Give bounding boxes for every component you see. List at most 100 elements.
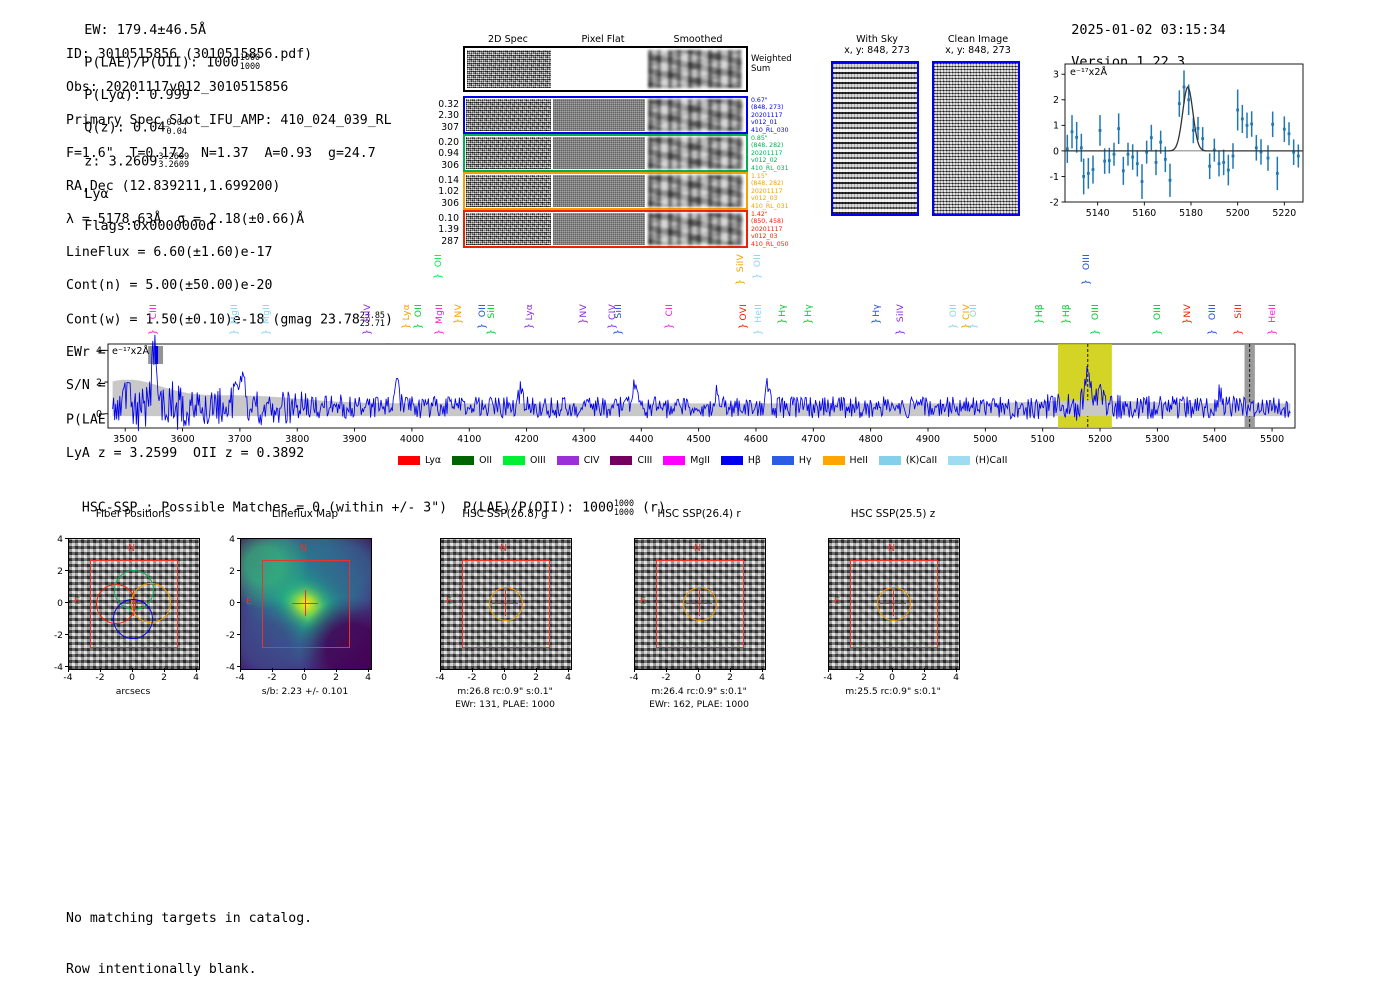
clean-image-image bbox=[932, 61, 1020, 216]
emission-line-label: OII bbox=[948, 304, 960, 318]
cutout-xtick: -4 bbox=[63, 672, 73, 683]
svg-text:5160: 5160 bbox=[1132, 208, 1156, 219]
fiber-smoothed-image bbox=[648, 213, 743, 245]
emission-line-label: SiII bbox=[486, 304, 498, 319]
svg-text:5300: 5300 bbox=[1145, 434, 1169, 445]
cutout-fov-box-2 bbox=[462, 560, 550, 648]
emission-line-label: Hγ bbox=[776, 304, 788, 317]
cutout-ytick-mark bbox=[236, 634, 240, 635]
cutout-xtick: -2 bbox=[855, 672, 865, 683]
cutout-xtick-mark bbox=[634, 668, 635, 672]
cutout-xtick: 4 bbox=[759, 672, 765, 683]
svg-text:0: 0 bbox=[1053, 146, 1059, 157]
cutout-title-0: Fiber Positions bbox=[95, 508, 171, 520]
emission-line-bracket: } bbox=[1080, 278, 1092, 285]
header-plae-label: P(LAE)/P(OII): 1000 bbox=[84, 54, 239, 71]
legend-label: CIV bbox=[583, 455, 600, 466]
cutout-xtick-mark bbox=[472, 668, 473, 672]
cutout-xtick: -2 bbox=[467, 672, 477, 683]
footer-line-2: Row intentionally blank. bbox=[66, 962, 257, 977]
cutout-ytick: -4 bbox=[225, 662, 235, 673]
with-sky-panel: With Sky x, y: 848, 273 bbox=[827, 34, 927, 216]
weighted-sum-smoothed-image bbox=[648, 50, 742, 88]
compass-north-3: N bbox=[694, 543, 702, 554]
cutout-ytick: 2 bbox=[57, 566, 63, 577]
fiber-meta-0: 0.67" (848, 273) 20201117 v012_01 410_RL… bbox=[751, 97, 789, 134]
legend-swatch bbox=[556, 456, 579, 465]
cutout-ytick-mark bbox=[236, 602, 240, 603]
cutout-sub1-4: m:25.5 rc:0.9" s:0.1" bbox=[845, 686, 941, 697]
emission-line-bracket: } bbox=[1182, 317, 1194, 325]
cutout-sub2-3: EWr: 162, PLAE: 1000 bbox=[649, 699, 749, 710]
header-datetime: 2025-01-02 03:15:34 bbox=[1071, 22, 1226, 38]
info-seeing: F=1.6" T=0.172 N=1.37 A=0.93 g=24.7 bbox=[66, 145, 376, 161]
weighted-sum-row bbox=[463, 46, 748, 92]
emission-line-bracket: } bbox=[753, 328, 765, 335]
cutout-xtick: -2 bbox=[267, 672, 277, 683]
fiber-pixelflat-image bbox=[553, 99, 645, 131]
cutout-xtick-mark bbox=[762, 668, 763, 672]
emission-line-label: SiII bbox=[1232, 304, 1244, 319]
emission-line-bracket: } bbox=[1061, 317, 1073, 325]
emission-line-label: Lyα bbox=[401, 304, 413, 321]
emission-line-label: SiIV bbox=[895, 304, 907, 323]
emission-line-bracket: } bbox=[1232, 328, 1244, 335]
svg-text:4300: 4300 bbox=[572, 434, 596, 445]
cutout-xtick: 2 bbox=[727, 672, 733, 683]
emission-line-bracket: } bbox=[229, 328, 241, 335]
legend-swatch bbox=[948, 456, 971, 465]
photometry-aperture-circle bbox=[683, 587, 717, 621]
fiber-pixelflat-image bbox=[553, 175, 645, 207]
fiber-meta-1: 0.85" (848, 282) 20201117 v012_02 410_RL… bbox=[751, 135, 789, 172]
emission-line-label: SiII bbox=[613, 304, 625, 319]
legend-label: CIII bbox=[637, 455, 653, 466]
legend-label: OII bbox=[479, 455, 493, 466]
svg-text:-1: -1 bbox=[1050, 172, 1059, 183]
svg-text:5200: 5200 bbox=[1088, 434, 1112, 445]
emission-line-label: NV bbox=[452, 304, 464, 318]
emission-line-bracket: } bbox=[1033, 317, 1045, 325]
fiber-stats-1: 0.20 0.94 306 bbox=[438, 137, 459, 171]
svg-text:5180: 5180 bbox=[1179, 208, 1203, 219]
svg-text:e⁻¹⁷x2Å: e⁻¹⁷x2Å bbox=[1070, 65, 1107, 78]
cutout-xtick-mark bbox=[240, 668, 241, 672]
emission-line-label: NV bbox=[1182, 304, 1194, 318]
hsc-heading-lo: 1000 bbox=[613, 506, 635, 517]
legend-label: (K)CaII bbox=[905, 455, 938, 466]
cutout-xtick: 0 bbox=[889, 672, 895, 683]
cutout-ytick: 4 bbox=[57, 534, 63, 545]
info-cont-n: Cont(n) = 5.00(±50.00)e-20 bbox=[66, 277, 273, 293]
compass-east-3: E bbox=[640, 596, 647, 607]
emission-line-labels: CIII} MgII} MgII} SiIV} Lyα} OII} MgII} OII} NV}… bbox=[86, 254, 1301, 354]
cutout-xlabel-0: arcsecs bbox=[115, 686, 151, 697]
cutout-ytick-mark bbox=[64, 634, 68, 635]
weighted-sum-pixelflat-image bbox=[553, 50, 645, 88]
info-lineflux: LineFlux = 6.60(±1.60)e-17 bbox=[66, 244, 273, 260]
header-plae-hi: 1000 bbox=[239, 53, 261, 63]
svg-text:5220: 5220 bbox=[1272, 208, 1296, 219]
svg-text:3800: 3800 bbox=[285, 434, 309, 445]
legend-label: Lyα bbox=[425, 455, 442, 466]
cutout-xtick-mark bbox=[272, 668, 273, 672]
cutout-xtick: 2 bbox=[333, 672, 339, 683]
footer-line-1: No matching targets in catalog. bbox=[66, 911, 313, 926]
cutout-title-1: Lineflux Map bbox=[271, 508, 339, 520]
emission-line-bracket: } bbox=[1267, 328, 1279, 335]
legend-swatch bbox=[452, 456, 475, 465]
cutout-xtick: 4 bbox=[565, 672, 571, 683]
crosshair-v-1 bbox=[304, 590, 306, 616]
compass-east-1: E bbox=[246, 596, 253, 607]
emission-line-bracket: } bbox=[147, 328, 159, 335]
fiber-2dspec-image bbox=[466, 175, 551, 207]
cutout-title-4: HSC SSP(25.5) z bbox=[850, 508, 936, 520]
cutout-sub1-2: m:26.8 rc:0.9" s:0.1" bbox=[457, 686, 553, 697]
emission-line-label: MgII bbox=[260, 304, 272, 324]
cutout-xtick: 4 bbox=[193, 672, 199, 683]
legend-item: OII bbox=[452, 455, 492, 466]
fiber-row bbox=[463, 96, 748, 134]
hsc-heading: HSC-SSP : Possible Matches = 0 (within +… bbox=[66, 484, 666, 516]
spec2d-col-title-1: Pixel Flat bbox=[581, 34, 625, 45]
cutout-xtick: 0 bbox=[129, 672, 135, 683]
cutout-xtick-mark bbox=[698, 668, 699, 672]
emission-line-legend: Lyα OII OIII CIV CIII MgII Hβ Hγ HeII (K)CaII (H)C… bbox=[398, 455, 1018, 466]
